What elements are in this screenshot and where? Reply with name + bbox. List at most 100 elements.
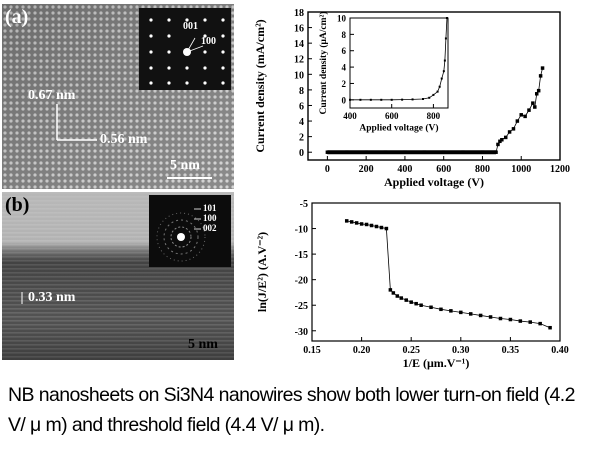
d-spacing-a2: 0.56 nm xyxy=(100,132,148,147)
jv-xtick-2: 400 xyxy=(397,164,412,175)
jv-ytick-3: 6 xyxy=(299,101,304,112)
inset-index-a-0: 001 xyxy=(183,21,198,32)
fn-xtick-3: 0.30 xyxy=(452,345,470,356)
fn-point-7 xyxy=(379,225,384,230)
fn-point-8 xyxy=(384,226,389,231)
jv-inset-point-16 xyxy=(445,17,448,19)
jv-inset-point-2 xyxy=(369,98,372,101)
diffraction-inset-a: 001 100 xyxy=(139,8,231,90)
fn-point-25 xyxy=(508,317,513,322)
fn-point-26 xyxy=(518,319,523,323)
fn-ytick-1: -10 xyxy=(295,225,308,236)
jv-inset-ytick-0: 0 xyxy=(342,95,347,105)
jv-frame xyxy=(307,11,561,161)
jv-point-19 xyxy=(527,108,531,112)
fn-xlabel: 1/E (μm.V⁻¹) xyxy=(403,356,470,370)
jv-ytick-0: 0 xyxy=(299,148,304,159)
fn-point-21 xyxy=(468,312,473,316)
jv-inset-bg xyxy=(320,14,460,122)
panel-label-b: (b) xyxy=(5,194,30,216)
panel-label-a: (a) xyxy=(5,6,29,28)
fn-point-0 xyxy=(344,219,349,223)
d-spacing-b1: 0.33 nm xyxy=(28,290,76,305)
fn-ytick-3: -20 xyxy=(295,276,308,287)
jv-xtick-5: 1000 xyxy=(511,164,531,175)
fn-point-5 xyxy=(369,223,374,228)
diffraction-rings-b xyxy=(156,208,206,262)
jv-xtick-0: 0 xyxy=(325,164,330,175)
fn-ytick-0: -5 xyxy=(300,199,308,210)
tem-image-b: (b) 0.33 nm 5 nm 101 100 002 xyxy=(2,192,234,360)
jv-xlabel: Applied voltage (V) xyxy=(384,175,484,189)
fn-chart: 0.15 0.20 0.25 0.30 0.35 0.40 -5 -10 -15 -20 -25 -3… xyxy=(255,199,569,370)
fn-xtick-4: 0.35 xyxy=(502,345,520,356)
jv-ytick-6: 12 xyxy=(294,55,304,66)
fn-point-9 xyxy=(388,288,393,292)
jv-inset-point-12 xyxy=(440,77,443,80)
jv-point-10 xyxy=(496,142,500,147)
diffraction-inset-b: 101 100 002 xyxy=(149,195,231,267)
jv-inset-ytick-4: 8 xyxy=(342,30,347,40)
jv-point-13 xyxy=(503,135,508,140)
inset-index-a-1: 100 xyxy=(201,36,216,47)
inset-index-b-2: 002 xyxy=(203,223,217,233)
fn-point-17 xyxy=(429,305,433,310)
jv-point-16 xyxy=(515,119,520,123)
inset-index-b-0: 101 xyxy=(203,203,217,213)
fn-ytick-2: -15 xyxy=(295,250,308,261)
fn-point-10 xyxy=(391,291,396,295)
jv-inset-xtick-0: 400 xyxy=(343,111,357,121)
fn-point-19 xyxy=(449,309,453,313)
jv-inset-point-13 xyxy=(442,70,445,73)
jv-inset-point-7 xyxy=(421,98,424,100)
jv-point-23 xyxy=(536,88,541,93)
jv-xtick-4: 800 xyxy=(475,164,490,175)
fn-xtick-0: 0.15 xyxy=(303,345,321,356)
jv-chart: 0 200 400 600 800 1000 1200 0 2 4 6 8 10 12 14 16 18 Appl… xyxy=(253,8,570,189)
fn-point-28 xyxy=(538,321,542,326)
jv-inset-frame xyxy=(349,17,449,109)
jv-inset-ytick-1: 2 xyxy=(342,79,347,89)
fn-point-4 xyxy=(364,222,369,227)
jv-point-20 xyxy=(531,101,535,105)
jv-inset-point-1 xyxy=(359,98,362,101)
jv-point-12 xyxy=(500,137,504,142)
jv-inset-xlabel: Applied voltage (V) xyxy=(359,123,438,134)
jv-inset-ytick-3: 6 xyxy=(342,46,347,56)
fn-point-13 xyxy=(404,298,408,302)
jv-xtick-6: 1200 xyxy=(550,164,570,175)
jv-inset-point-3 xyxy=(380,98,383,101)
jv-inset-point-6 xyxy=(411,98,414,101)
jv-point-22 xyxy=(534,92,539,96)
jv-point-25 xyxy=(540,66,545,70)
fn-xtick-2: 0.25 xyxy=(402,345,420,356)
fn-frame xyxy=(311,202,561,342)
inset-index-b-1: 100 xyxy=(203,213,217,223)
jv-ytick-1: 2 xyxy=(299,133,304,144)
fn-series-line xyxy=(346,220,551,329)
fn-point-2 xyxy=(354,221,359,225)
jv-inset-point-11 xyxy=(438,85,441,88)
fn-point-20 xyxy=(459,310,463,315)
jv-inset-ytick-2: 4 xyxy=(342,63,347,73)
jv-xtick-3: 600 xyxy=(436,164,451,175)
figure-caption: NB nanosheets on Si3N4 nanowires show bo… xyxy=(8,384,575,436)
fn-point-18 xyxy=(439,307,443,312)
jv-point-24 xyxy=(538,74,543,78)
tem-image-a: (a) 0.67 nm 0.56 nm 5 nm 001 100 xyxy=(2,4,234,189)
fn-xtick-5: 0.40 xyxy=(551,345,569,356)
jv-point-15 xyxy=(511,127,516,131)
fn-point-16 xyxy=(419,303,423,307)
jv-ytick-7: 14 xyxy=(294,39,304,50)
jv-xtick-1: 200 xyxy=(359,164,374,175)
jv-ytick-2: 4 xyxy=(299,117,304,128)
fn-point-15 xyxy=(414,301,418,306)
fn-point-12 xyxy=(399,296,404,300)
jv-point-21 xyxy=(533,105,537,109)
jv-point-18 xyxy=(523,114,527,119)
fn-point-14 xyxy=(409,300,413,304)
jv-point-17 xyxy=(519,113,523,117)
fn-point-29 xyxy=(548,325,552,330)
fn-ytick-5: -30 xyxy=(295,327,308,338)
jv-inset-ytick-5: 10 xyxy=(337,14,347,24)
